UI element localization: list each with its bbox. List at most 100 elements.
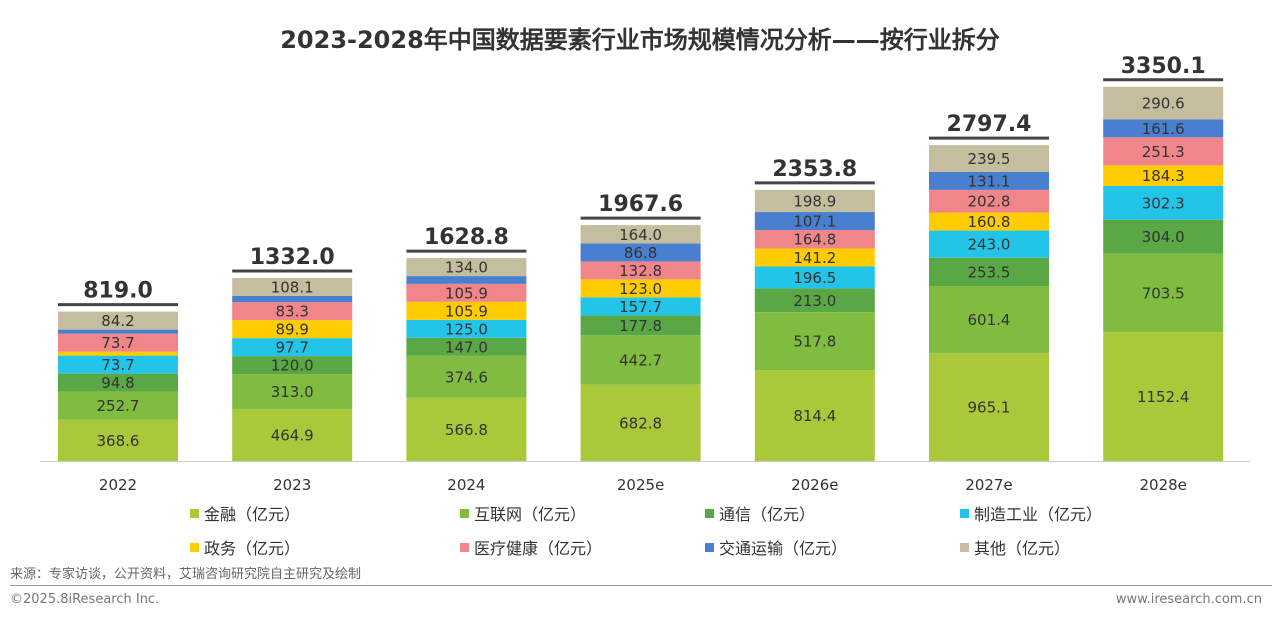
data-label: 703.5 bbox=[1142, 284, 1185, 302]
bar-segment bbox=[929, 145, 1049, 172]
data-label: 120.0 bbox=[271, 357, 314, 375]
bar-segment bbox=[1103, 86, 1224, 120]
bar-segment bbox=[58, 373, 178, 392]
data-label: 132.8 bbox=[619, 262, 662, 280]
legend-swatch bbox=[190, 542, 199, 552]
bar-segment bbox=[406, 258, 527, 277]
data-label: 682.8 bbox=[619, 414, 662, 432]
x-tick-label: 2027e bbox=[965, 476, 1012, 494]
bar-segment bbox=[1103, 137, 1224, 166]
bar-segment bbox=[1103, 185, 1224, 220]
total-label: 2353.8 bbox=[772, 157, 857, 182]
bar-segment bbox=[754, 370, 875, 461]
bar-segment bbox=[58, 333, 178, 352]
total-label: 1332.0 bbox=[250, 245, 335, 270]
legend-swatch bbox=[705, 542, 714, 552]
x-tick-label: 2025e bbox=[617, 476, 664, 494]
bar-segment bbox=[580, 243, 701, 262]
legend-item: 制造工业（亿元） bbox=[960, 501, 1102, 525]
legend-label: 交通运输（亿元） bbox=[719, 539, 848, 558]
data-label: 131.1 bbox=[968, 172, 1011, 190]
total-label: 3350.1 bbox=[1121, 54, 1206, 79]
bar-segment bbox=[580, 261, 701, 280]
data-label: 290.6 bbox=[1142, 95, 1185, 113]
bar-segment bbox=[929, 212, 1049, 231]
bar-segment bbox=[754, 266, 875, 289]
bar-segment bbox=[232, 409, 353, 461]
bar-segment bbox=[406, 319, 527, 338]
legend-label: 金融（亿元） bbox=[204, 505, 301, 524]
legend-swatch bbox=[705, 508, 714, 518]
bar-segment bbox=[406, 355, 527, 398]
data-label: 86.8 bbox=[624, 244, 657, 262]
data-label: 965.1 bbox=[968, 399, 1011, 417]
bar-segment bbox=[232, 320, 353, 339]
website-link[interactable]: www.iresearch.com.cn bbox=[1115, 592, 1262, 607]
bar-segment bbox=[406, 301, 527, 320]
legend-item: 医疗健康（亿元） bbox=[460, 535, 602, 559]
data-label: 442.7 bbox=[619, 352, 662, 370]
data-label: 464.9 bbox=[271, 427, 314, 445]
legend-label: 医疗健康（亿元） bbox=[474, 539, 603, 558]
x-tick-label: 2026e bbox=[791, 476, 838, 494]
data-label: 94.8 bbox=[101, 374, 134, 392]
bar-segment bbox=[232, 277, 353, 296]
data-label: 83.3 bbox=[275, 303, 308, 321]
bar-segment bbox=[754, 248, 875, 267]
legend-label: 互联网（亿元） bbox=[474, 505, 587, 524]
total-label: 1628.8 bbox=[424, 225, 509, 250]
total-label: 2797.4 bbox=[947, 112, 1032, 137]
data-label: 302.3 bbox=[1142, 194, 1185, 212]
data-label: 147.0 bbox=[445, 338, 488, 356]
bar-segment bbox=[232, 295, 353, 303]
bar-segment bbox=[406, 337, 527, 356]
data-label: 160.8 bbox=[968, 213, 1011, 231]
data-label: 125.0 bbox=[445, 320, 488, 338]
bar-segment bbox=[232, 302, 353, 321]
data-label: 196.5 bbox=[793, 269, 836, 287]
legend-swatch bbox=[190, 508, 199, 518]
bar-segment bbox=[406, 397, 527, 461]
bar-segment bbox=[580, 225, 701, 244]
bar-segment bbox=[754, 312, 875, 371]
bar-segment bbox=[580, 279, 701, 298]
bar-segment bbox=[580, 297, 701, 316]
data-label: 374.6 bbox=[445, 368, 488, 386]
bar-segment bbox=[754, 288, 875, 313]
legend-swatch bbox=[960, 508, 969, 518]
bar-segment bbox=[929, 353, 1049, 461]
bar-segment bbox=[58, 419, 178, 461]
data-label: 107.1 bbox=[793, 213, 836, 231]
legend-item: 交通运输（亿元） bbox=[705, 535, 847, 559]
bar-segment bbox=[232, 338, 353, 357]
legend-label: 通信（亿元） bbox=[719, 505, 816, 524]
bar-segment bbox=[406, 276, 527, 284]
legend-item: 金融（亿元） bbox=[190, 501, 300, 525]
bar-segment bbox=[58, 351, 178, 356]
legend-label: 政务（亿元） bbox=[204, 539, 301, 558]
bar-segment bbox=[232, 374, 353, 410]
data-label: 184.3 bbox=[1142, 167, 1185, 185]
data-label: 177.8 bbox=[619, 317, 662, 335]
data-label: 601.4 bbox=[968, 311, 1011, 329]
data-label: 198.9 bbox=[793, 192, 836, 210]
x-tick-label: 2024 bbox=[447, 476, 485, 494]
bar-segment bbox=[1103, 332, 1224, 461]
data-label: 164.0 bbox=[619, 226, 662, 244]
total-label: 1967.6 bbox=[598, 192, 683, 217]
bar-segment bbox=[232, 356, 353, 375]
bar-segment bbox=[929, 257, 1049, 287]
data-label: 1152.4 bbox=[1137, 388, 1190, 406]
x-tick-label: 2023 bbox=[273, 476, 311, 494]
data-label: 239.5 bbox=[968, 150, 1011, 168]
legend-item: 政务（亿元） bbox=[190, 535, 300, 559]
data-label: 73.7 bbox=[101, 334, 134, 352]
data-label: 134.0 bbox=[445, 259, 488, 277]
data-label: 304.0 bbox=[1142, 228, 1185, 246]
bar-segment bbox=[929, 286, 1049, 354]
bar-segment bbox=[1103, 253, 1224, 333]
legend-swatch bbox=[960, 542, 969, 552]
data-label: 202.8 bbox=[968, 193, 1011, 211]
source-note: 来源：专家访谈，公开资料，艾瑞咨询研究院自主研究及绘制 bbox=[10, 567, 362, 582]
